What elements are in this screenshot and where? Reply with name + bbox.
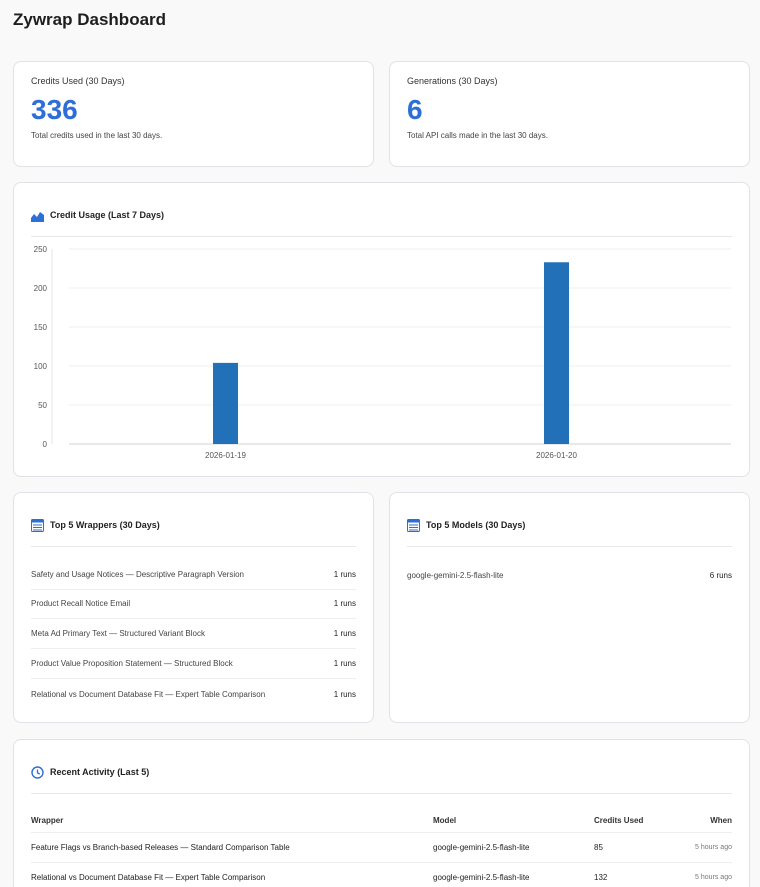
credits-used-label: Credits Used (30 Days) [31,76,125,86]
column-header-wrapper: Wrapper [31,816,64,825]
activity-wrapper: Relational vs Document Database Fit — Ex… [31,873,266,882]
chart-bar[interactable] [213,362,238,444]
list-icon [407,519,420,532]
list-item: Relational vs Document Database Fit — Ex… [31,679,356,709]
y-tick-label: 250 [34,245,48,254]
wrapper-runs: 1 runs [333,629,356,638]
table-header-row: Wrapper Model Credits Used When [31,808,732,833]
activity-wrapper: Feature Flags vs Branch-based Releases —… [31,843,290,852]
list-item: google-gemini-2.5-flash-lite 6 runs [407,560,732,590]
credits-used-description: Total credits used in the last 30 days. [31,131,163,140]
recent-activity-table: Wrapper Model Credits Used When Feature … [31,808,732,887]
list-item: Product Recall Notice Email 1 runs [31,589,356,619]
recent-activity-title: Recent Activity (Last 5) [50,767,150,777]
top-wrappers-header: Top 5 Wrappers (30 Days) [31,519,356,547]
top-models-card: Top 5 Models (30 Days) google-gemini-2.5… [389,492,750,723]
bar-chart-svg: 0 50 100 150 200 250 2026-01-19 2026-01-20 [34,245,731,460]
activity-model: google-gemini-2.5-flash-lite [433,873,530,882]
x-tick-label: 2026-01-20 [536,451,577,460]
recent-activity-header: Recent Activity (Last 5) [31,766,732,794]
y-tick-label: 200 [34,284,48,293]
wrapper-name: Relational vs Document Database Fit — Ex… [31,689,266,699]
table-row: Feature Flags vs Branch-based Releases —… [31,833,732,863]
list-item: Meta Ad Primary Text — Structured Varian… [31,619,356,649]
list-item: Product Value Proposition Statement — St… [31,649,356,679]
area-chart-icon [31,209,44,222]
wrapper-name: Product Value Proposition Statement — St… [31,659,233,668]
column-header-credits: Credits Used [594,816,644,825]
wrapper-name: Safety and Usage Notices — Descriptive P… [31,570,244,579]
y-tick-label: 0 [43,440,48,449]
wrapper-runs: 1 runs [333,659,356,668]
wrapper-name: Product Recall Notice Email [31,599,131,608]
y-tick-label: 50 [38,401,47,410]
column-header-model: Model [433,816,457,825]
clock-icon [31,766,44,779]
list-item: Safety and Usage Notices — Descriptive P… [31,560,356,590]
wrapper-name: Meta Ad Primary Text — Structured Varian… [31,629,205,638]
credit-usage-header: Credit Usage (Last 7 Days) [31,209,732,237]
model-name: google-gemini-2.5-flash-lite [407,570,504,580]
activity-credits: 132 [594,873,608,882]
list-icon [31,519,44,532]
top-models-header: Top 5 Models (30 Days) [407,519,732,547]
credit-usage-card: Credit Usage (Last 7 Days) 0 50 100 150 200 2… [13,182,750,477]
wrapper-runs: 1 runs [333,599,356,608]
chart-bar[interactable] [544,262,569,444]
credits-used-card: Credits Used (30 Days) 336 Total credits… [13,61,374,167]
recent-activity-card: Recent Activity (Last 5) Wrapper Model C… [13,739,750,887]
y-tick-label: 100 [34,362,48,371]
x-tick-label: 2026-01-19 [205,451,246,460]
wrapper-runs: 1 runs [333,570,356,579]
table-row: Relational vs Document Database Fit — Ex… [31,863,732,887]
wrapper-runs: 1 runs [333,689,356,699]
model-runs: 6 runs [709,570,732,580]
top-wrappers-title: Top 5 Wrappers (30 Days) [50,520,160,530]
credit-usage-title: Credit Usage (Last 7 Days) [50,210,165,220]
y-tick-label: 150 [34,323,48,332]
top-wrappers-card: Top 5 Wrappers (30 Days) Safety and Usag… [13,492,374,723]
activity-model: google-gemini-2.5-flash-lite [433,843,530,852]
generations-value: 6 [407,94,423,125]
activity-credits: 85 [594,843,603,852]
activity-when: 5 hours ago [695,844,732,851]
generations-card: Generations (30 Days) 6 Total API calls … [389,61,750,167]
generations-description: Total API calls made in the last 30 days… [407,131,548,140]
activity-when: 5 hours ago [695,874,732,881]
credits-used-value: 336 [31,94,78,125]
page-title: Zywrap Dashboard [13,10,167,29]
credit-usage-chart: 0 50 100 150 200 250 2026-01-19 2026-01-20 [31,239,735,469]
generations-label: Generations (30 Days) [407,76,498,86]
column-header-when: When [710,816,732,825]
top-models-title: Top 5 Models (30 Days) [426,520,526,530]
